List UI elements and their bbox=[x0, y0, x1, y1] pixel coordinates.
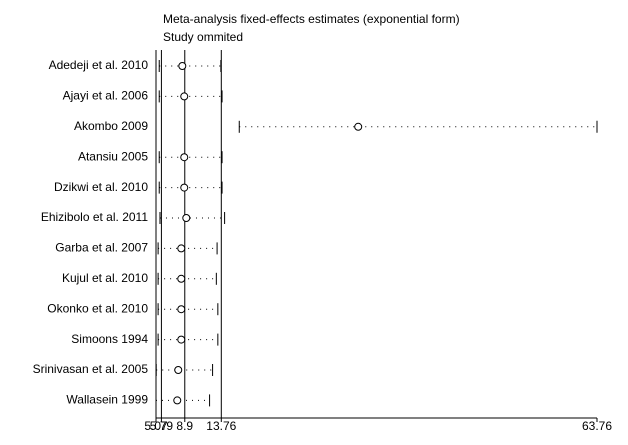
estimate-point bbox=[174, 366, 183, 374]
y-tick-label: Ajayi et al. 2006 bbox=[63, 89, 149, 103]
estimate-point bbox=[177, 274, 186, 283]
estimate-point bbox=[354, 122, 363, 131]
x-tick-label: 5.07 bbox=[144, 419, 168, 433]
estimate-point bbox=[180, 92, 189, 101]
y-tick-label: Wallasein 1999 bbox=[66, 393, 148, 407]
estimate-point bbox=[173, 396, 182, 405]
chart-title: Meta-analysis fixed-effects estimates (e… bbox=[163, 12, 460, 26]
y-tick-label: Ehizibolo et al. 2011 bbox=[41, 210, 149, 224]
estimate-point bbox=[178, 62, 187, 70]
estimate-point bbox=[180, 183, 189, 192]
y-tick-label: Srinivasan et al. 2005 bbox=[33, 362, 149, 376]
x-tick-label: 8.9 bbox=[176, 419, 193, 433]
estimate-point bbox=[180, 153, 189, 162]
y-tick-label: Adedeji et al. 2010 bbox=[49, 58, 149, 72]
estimate-point bbox=[177, 335, 186, 344]
chart-subtitle: Study ommited bbox=[163, 30, 243, 44]
y-tick-label: Simoons 1994 bbox=[71, 332, 148, 346]
y-tick-label: Garba et al. 2007 bbox=[55, 241, 148, 255]
y-tick-label: Kujul et al. 2010 bbox=[62, 271, 148, 285]
y-tick-label: Okonko et al. 2010 bbox=[47, 301, 148, 315]
estimate-point bbox=[177, 305, 186, 314]
y-tick-label: Dzikwi et al. 2010 bbox=[54, 180, 148, 194]
x-tick-label: 5.79 bbox=[150, 419, 174, 433]
y-tick-label: Atansiu 2005 bbox=[78, 149, 148, 163]
y-tick-label: Akombo 2009 bbox=[74, 119, 148, 133]
estimate-point bbox=[177, 244, 186, 253]
x-tick-label: 63.76 bbox=[582, 419, 612, 433]
x-tick-label: 13.76 bbox=[206, 419, 236, 433]
estimate-point bbox=[182, 214, 191, 222]
